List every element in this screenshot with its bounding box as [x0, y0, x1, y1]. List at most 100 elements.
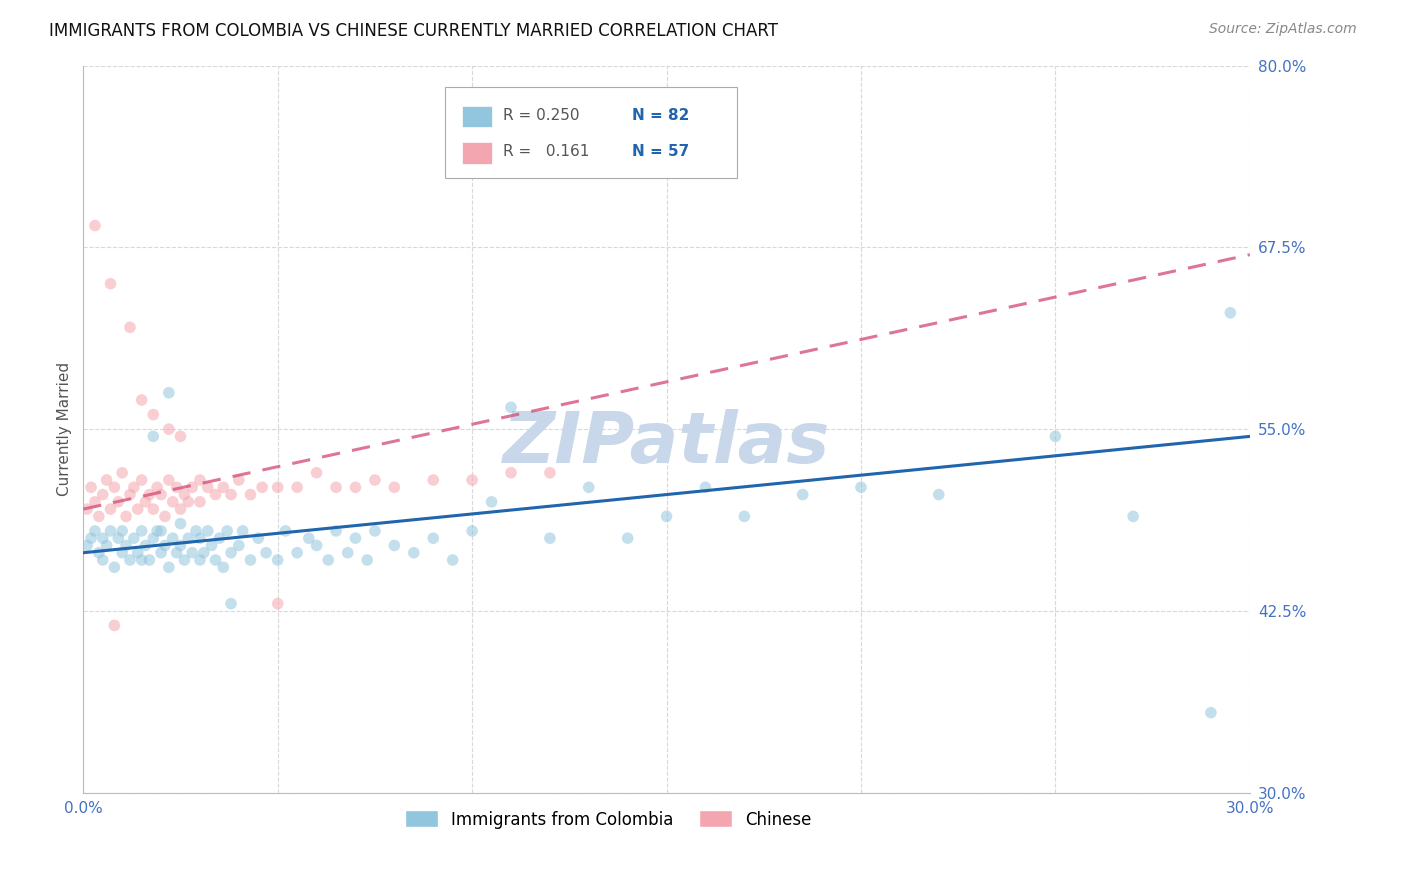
Point — [127, 502, 149, 516]
Point — [228, 473, 250, 487]
Point — [169, 429, 191, 443]
Point — [111, 524, 134, 538]
Point — [166, 480, 188, 494]
Point — [1199, 706, 1222, 720]
Point — [157, 385, 180, 400]
Point — [80, 480, 103, 494]
Point — [232, 524, 254, 538]
Point — [177, 495, 200, 509]
Point — [364, 524, 387, 538]
Point — [118, 320, 141, 334]
Y-axis label: Currently Married: Currently Married — [58, 362, 72, 496]
Point — [208, 531, 231, 545]
Point — [461, 524, 484, 538]
Point — [247, 531, 270, 545]
Point — [461, 473, 484, 487]
Point — [219, 546, 242, 560]
Point — [1122, 509, 1144, 524]
Point — [197, 480, 219, 494]
Point — [131, 524, 153, 538]
Point — [131, 553, 153, 567]
Point — [127, 546, 149, 560]
Point — [928, 487, 950, 501]
Bar — [463, 142, 492, 164]
Point — [76, 538, 98, 552]
Point — [173, 487, 195, 501]
Point — [100, 277, 122, 291]
Point — [111, 466, 134, 480]
Point — [228, 538, 250, 552]
FancyBboxPatch shape — [444, 87, 737, 178]
Point — [325, 524, 347, 538]
Point — [142, 429, 165, 443]
Point — [166, 546, 188, 560]
Point — [239, 487, 262, 501]
Point — [204, 487, 226, 501]
Point — [316, 553, 339, 567]
Point — [382, 538, 405, 552]
Point — [96, 538, 118, 552]
Point — [177, 531, 200, 545]
Point — [267, 597, 290, 611]
Point — [285, 546, 308, 560]
Point — [305, 466, 328, 480]
Point — [499, 466, 522, 480]
Point — [173, 553, 195, 567]
Point — [91, 553, 114, 567]
Point — [402, 546, 425, 560]
Point — [201, 538, 224, 552]
Point — [96, 473, 118, 487]
Point — [100, 502, 122, 516]
Point — [150, 546, 173, 560]
Point — [107, 531, 129, 545]
Text: N = 82: N = 82 — [631, 108, 689, 122]
Point — [134, 495, 156, 509]
Point — [695, 480, 717, 494]
Point — [267, 480, 290, 494]
Point — [100, 524, 122, 538]
Text: IMMIGRANTS FROM COLOMBIA VS CHINESE CURRENTLY MARRIED CORRELATION CHART: IMMIGRANTS FROM COLOMBIA VS CHINESE CURR… — [49, 22, 778, 40]
Point — [84, 495, 107, 509]
Point — [267, 553, 290, 567]
Point — [122, 480, 145, 494]
Point — [212, 480, 235, 494]
Point — [181, 480, 204, 494]
Text: ZIPatlas: ZIPatlas — [503, 409, 830, 478]
Point — [250, 480, 273, 494]
Point — [131, 392, 153, 407]
Point — [364, 473, 387, 487]
Point — [153, 538, 176, 552]
Point — [118, 487, 141, 501]
Point — [146, 524, 169, 538]
Point — [184, 524, 207, 538]
Point — [138, 487, 160, 501]
Point — [169, 516, 191, 531]
Point — [84, 219, 107, 233]
Point — [305, 538, 328, 552]
Legend: Immigrants from Colombia, Chinese: Immigrants from Colombia, Chinese — [398, 804, 818, 835]
Point — [103, 560, 125, 574]
Bar — [463, 105, 492, 128]
Point — [344, 531, 367, 545]
Point — [131, 473, 153, 487]
Point — [204, 553, 226, 567]
Point — [422, 531, 444, 545]
Point — [157, 560, 180, 574]
Point — [115, 509, 138, 524]
Point — [107, 495, 129, 509]
Point — [578, 480, 600, 494]
Point — [122, 531, 145, 545]
Point — [138, 553, 160, 567]
Point — [76, 502, 98, 516]
Point — [169, 538, 191, 552]
Point — [219, 597, 242, 611]
Point — [153, 509, 176, 524]
Text: Source: ZipAtlas.com: Source: ZipAtlas.com — [1209, 22, 1357, 37]
Point — [344, 480, 367, 494]
Point — [150, 524, 173, 538]
Point — [103, 480, 125, 494]
Point — [212, 560, 235, 574]
Point — [538, 531, 561, 545]
Text: R = 0.250: R = 0.250 — [503, 108, 579, 122]
Point — [382, 480, 405, 494]
